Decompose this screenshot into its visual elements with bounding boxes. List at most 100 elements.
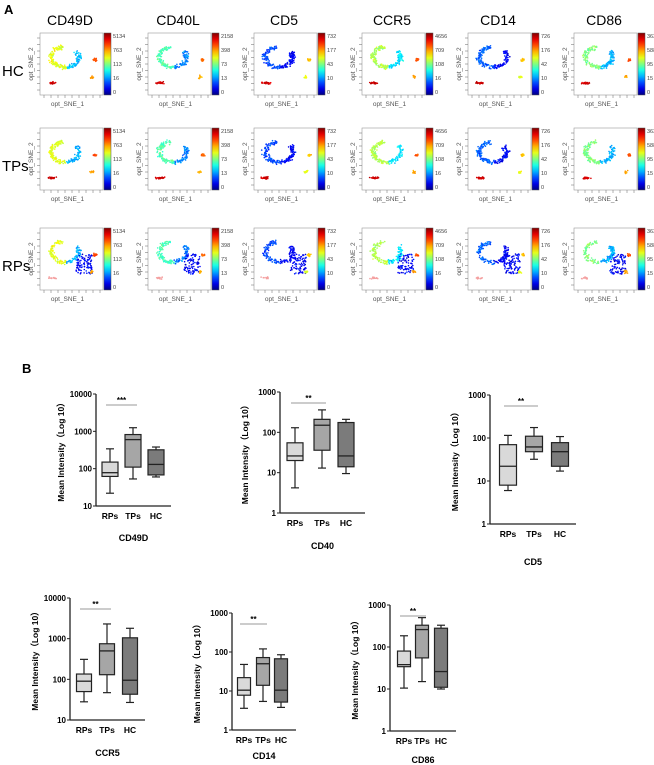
cell-point	[382, 65, 385, 67]
cell-point	[590, 46, 593, 49]
cell-point	[279, 64, 281, 66]
cell-point	[275, 45, 277, 47]
cell-point	[478, 256, 481, 259]
cell-point	[402, 271, 404, 274]
cell-point	[493, 64, 495, 67]
cell-point	[378, 257, 381, 259]
cell-point	[624, 76, 626, 78]
cell-point	[298, 256, 300, 259]
cell-point	[507, 59, 510, 61]
cell-point	[63, 263, 66, 266]
cell-point	[83, 265, 86, 268]
cell-point	[267, 146, 270, 149]
cell-point	[399, 152, 401, 154]
cell-point	[303, 171, 306, 173]
cell-point	[412, 258, 415, 261]
cell-point	[91, 170, 94, 173]
cell-point	[383, 240, 386, 243]
cell-point	[509, 271, 511, 274]
cell-point	[503, 247, 506, 249]
cell-point	[66, 261, 68, 263]
colorbar-tick-label: 176	[541, 243, 550, 249]
cell-point	[292, 144, 295, 147]
cell-point	[304, 77, 306, 79]
cell-point	[62, 241, 64, 243]
cell-point	[488, 161, 490, 164]
colorbar	[103, 127, 112, 191]
cell-point	[301, 258, 304, 261]
cell-point	[609, 62, 611, 65]
cell-point	[520, 59, 522, 61]
cell-point	[80, 266, 82, 269]
cell-point	[268, 60, 271, 62]
cell-point	[80, 56, 82, 59]
cell-point	[192, 258, 195, 261]
cell-point	[57, 241, 59, 243]
cell-point	[89, 256, 91, 259]
cell-point	[291, 144, 294, 146]
cell-point	[187, 246, 190, 249]
colorbar-tick-label: 709	[435, 48, 444, 54]
colorbar-tick-label: 4656	[435, 34, 447, 40]
cell-point	[163, 159, 166, 161]
cell-point	[52, 255, 55, 258]
cell-point	[376, 48, 379, 50]
cell-point	[75, 158, 77, 161]
cell-point	[78, 157, 81, 159]
cell-point	[591, 48, 594, 51]
cell-point	[263, 177, 266, 180]
cell-point	[280, 261, 283, 264]
cell-point	[484, 145, 487, 147]
cell-point	[513, 264, 516, 266]
cell-point	[196, 261, 199, 263]
cell-point	[298, 263, 301, 265]
cell-point	[78, 58, 80, 61]
cell-point	[185, 63, 187, 66]
cell-point	[77, 249, 80, 252]
cell-point	[479, 254, 481, 257]
cell-point	[594, 139, 597, 141]
cell-point	[168, 143, 171, 146]
cell-point	[176, 260, 178, 262]
cell-point	[77, 145, 80, 148]
cell-point	[602, 64, 605, 66]
cell-point	[589, 141, 592, 144]
colorbar-tick-label: 5134	[113, 129, 125, 135]
cell-point	[56, 141, 59, 144]
cell-point	[373, 61, 376, 63]
cell-point	[86, 272, 88, 275]
cell-point	[375, 46, 378, 49]
cell-point	[59, 160, 62, 163]
cell-point	[392, 259, 395, 261]
cell-point	[584, 56, 587, 58]
cell-point	[399, 147, 401, 150]
cell-point	[162, 258, 164, 260]
cell-point	[513, 268, 516, 270]
cell-point	[50, 60, 53, 63]
cell-point	[509, 264, 512, 267]
cell-point	[198, 172, 200, 174]
cell-point	[52, 159, 55, 162]
column-header-cd49d: CD49D	[47, 12, 93, 28]
cell-point	[183, 260, 186, 263]
cell-point	[50, 151, 53, 153]
cell-point	[374, 156, 376, 158]
cell-point	[155, 55, 158, 58]
cell-point	[272, 162, 274, 164]
cell-point	[159, 177, 162, 179]
column-header-cd5: CD5	[270, 12, 298, 28]
cell-point	[173, 261, 175, 264]
cell-point	[388, 160, 391, 163]
cell-point	[180, 64, 183, 67]
cell-point	[410, 262, 412, 265]
cell-point	[300, 271, 302, 274]
cell-point	[501, 147, 504, 150]
cell-point	[283, 159, 286, 162]
cell-point	[504, 59, 506, 61]
y-axis-label: opt_SNE_2	[136, 47, 143, 81]
cell-point	[181, 60, 183, 62]
tsne-frame	[253, 127, 318, 191]
cell-point	[71, 62, 73, 65]
